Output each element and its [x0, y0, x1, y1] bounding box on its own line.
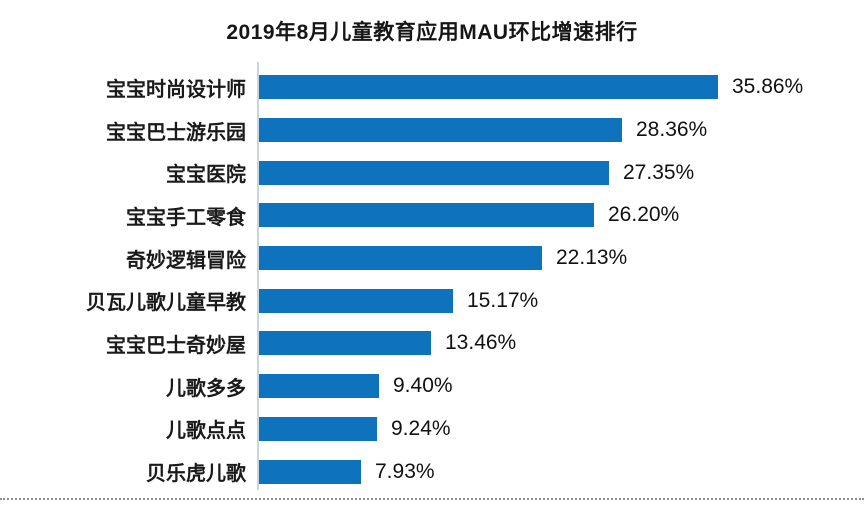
bar	[259, 459, 361, 484]
category-label: 儿歌点点	[166, 420, 246, 443]
bar-row: 儿歌点点 9.24%	[0, 408, 864, 451]
category-label: 儿歌多多	[166, 377, 246, 400]
value-label: 7.93%	[375, 459, 435, 483]
bar	[259, 118, 622, 143]
bar	[259, 374, 379, 399]
bar	[259, 416, 377, 441]
bar	[259, 288, 453, 313]
bar	[259, 160, 609, 185]
category-label: 贝乐虎儿歌	[146, 463, 246, 486]
bar-row: 宝宝医院 27.35%	[0, 151, 864, 194]
bar	[259, 203, 594, 228]
category-label: 宝宝医院	[166, 164, 246, 187]
bar	[259, 331, 431, 356]
bar-row: 儿歌多多 9.40%	[0, 365, 864, 408]
value-label: 35.86%	[732, 75, 804, 99]
bar-row: 宝宝巴士游乐园 28.36%	[0, 109, 864, 152]
category-label: 宝宝时尚设计师	[106, 78, 246, 101]
bar-row: 贝乐虎儿歌 7.93%	[0, 450, 864, 493]
value-label: 28.36%	[636, 118, 708, 142]
category-label: 宝宝巴士奇妙屋	[106, 334, 246, 357]
bar-chart: 宝宝时尚设计师 35.86% 宝宝巴士游乐园 28.36% 宝宝医院 27.35…	[0, 62, 864, 490]
y-axis-line	[257, 62, 259, 490]
value-label: 15.17%	[467, 288, 539, 312]
bar	[259, 246, 542, 271]
bar-row: 贝瓦儿歌儿童早教 15.17%	[0, 279, 864, 322]
bar-row: 宝宝手工零食 26.20%	[0, 194, 864, 237]
category-label: 奇妙逻辑冒险	[126, 249, 246, 272]
bar-rows: 宝宝时尚设计师 35.86% 宝宝巴士游乐园 28.36% 宝宝医院 27.35…	[0, 66, 864, 493]
bottom-dotted-divider	[0, 498, 864, 500]
value-label: 26.20%	[608, 203, 680, 227]
bar-row: 宝宝时尚设计师 35.86%	[0, 66, 864, 109]
value-label: 27.35%	[623, 160, 695, 184]
category-label: 宝宝巴士游乐园	[106, 121, 246, 144]
bar-row: 宝宝巴士奇妙屋 13.46%	[0, 322, 864, 365]
value-label: 9.40%	[393, 374, 453, 398]
value-label: 9.24%	[391, 416, 451, 440]
value-label: 22.13%	[556, 246, 628, 270]
chart-title: 2019年8月儿童教育应用MAU环比增速排行	[226, 21, 638, 44]
category-label: 贝瓦儿歌儿童早教	[86, 292, 246, 315]
value-label: 13.46%	[445, 331, 517, 355]
bar	[259, 75, 718, 100]
category-label: 宝宝手工零食	[126, 206, 246, 229]
bar-row: 奇妙逻辑冒险 22.13%	[0, 237, 864, 280]
